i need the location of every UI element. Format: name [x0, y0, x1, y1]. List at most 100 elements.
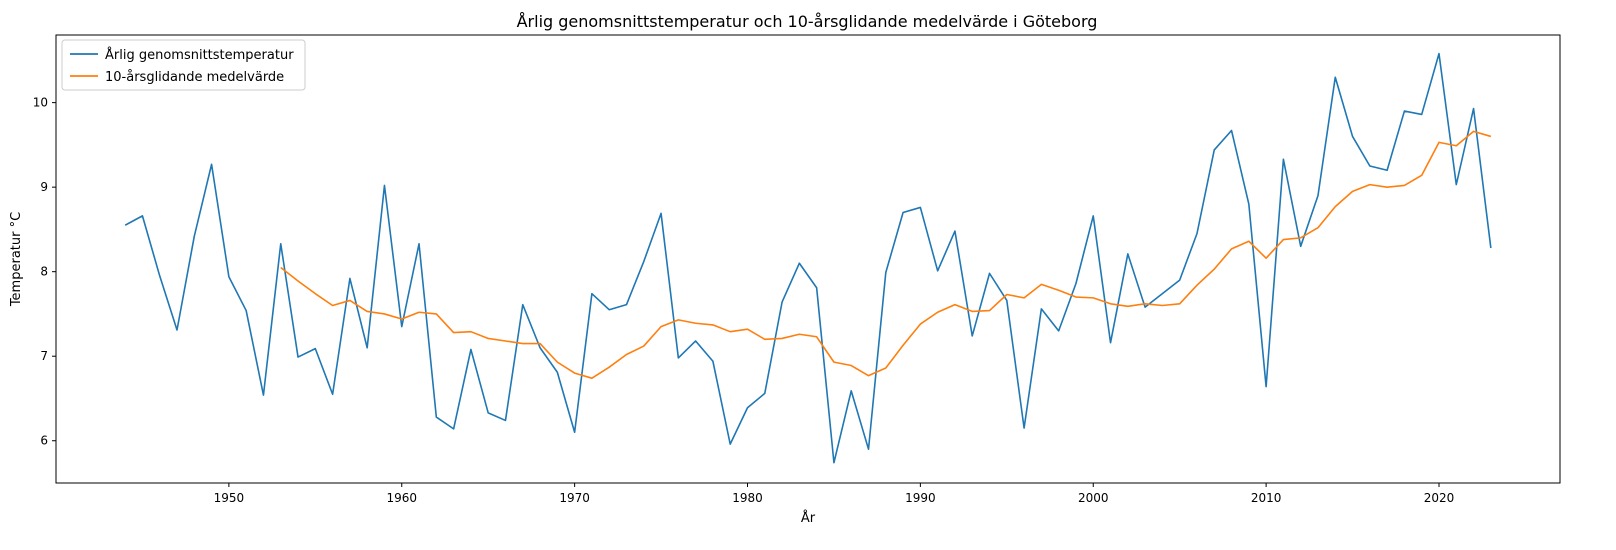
series-1-point	[1265, 386, 1267, 388]
series-1-point	[487, 412, 489, 414]
x-tick-label: 1950	[214, 491, 245, 505]
series-1-point	[453, 428, 455, 430]
series-2-point	[591, 377, 593, 379]
series-2-point	[1334, 206, 1336, 208]
series-2-point	[1231, 248, 1233, 250]
series-2-point	[384, 313, 386, 315]
series-1-point	[1058, 330, 1060, 332]
series-1-point	[1213, 149, 1215, 151]
series-1-point	[1300, 246, 1302, 248]
series-1-point	[1490, 247, 1492, 249]
series-2-point	[1213, 268, 1215, 270]
series-1-point	[1196, 233, 1198, 235]
series-1-point	[660, 213, 662, 215]
series-2-point	[868, 375, 870, 377]
series-1-point	[971, 335, 973, 337]
series-1-point	[937, 270, 939, 272]
series-2-point	[487, 338, 489, 340]
series-1-point	[1352, 136, 1354, 138]
series-2-point	[799, 333, 801, 335]
series-2-point	[453, 332, 455, 334]
series-1-point	[522, 304, 524, 306]
x-tick-label: 1980	[732, 491, 763, 505]
series-1-point	[228, 276, 230, 278]
series-2-point	[1092, 297, 1094, 299]
series-1-point	[626, 304, 628, 306]
series-1-point	[384, 185, 386, 187]
series-2-point	[315, 293, 317, 295]
series-2-point	[729, 331, 731, 333]
series-2-point	[608, 366, 610, 368]
series-2-point	[574, 372, 576, 374]
series-2-point	[1006, 294, 1008, 296]
x-tick-label: 2000	[1078, 491, 1109, 505]
series-2-point	[1455, 145, 1457, 147]
series-2-point	[833, 361, 835, 363]
series-2-point	[937, 311, 939, 313]
series-2-point	[280, 267, 282, 269]
x-tick-label: 1990	[905, 491, 936, 505]
series-1-point	[643, 261, 645, 263]
y-tick-label: 6	[40, 434, 48, 448]
series-2-point	[557, 361, 559, 363]
series-2-point	[1058, 289, 1060, 291]
series-1-point	[1283, 158, 1285, 160]
series-layer	[124, 52, 1492, 464]
series-1-point	[1110, 342, 1112, 344]
series-2-point	[1404, 185, 1406, 187]
series-2-point	[297, 280, 299, 282]
y-tick-label: 9	[40, 180, 48, 194]
series-1-point	[712, 360, 714, 362]
series-2-point	[712, 324, 714, 326]
series-2-point	[1162, 305, 1164, 307]
series-1-point	[176, 329, 178, 331]
series-1-point	[868, 448, 870, 450]
series-1-point	[1231, 130, 1233, 132]
series-1-point	[366, 347, 368, 349]
series-1-point	[349, 278, 351, 280]
x-tick-label: 2010	[1251, 491, 1282, 505]
series-1-point	[1455, 184, 1457, 186]
series-1-point	[902, 212, 904, 214]
series-2-point	[1196, 284, 1198, 286]
series-2-point	[522, 343, 524, 345]
y-tick-label: 7	[40, 349, 48, 363]
series-2-point	[1490, 136, 1492, 138]
series-1-point	[885, 272, 887, 274]
series-2-point	[850, 365, 852, 367]
series-1-point	[1421, 114, 1423, 116]
series-1-point	[764, 393, 766, 395]
series-2-point	[660, 326, 662, 328]
series-1-point	[401, 326, 403, 328]
series-1-point	[591, 293, 593, 295]
series-1-point	[297, 356, 299, 358]
series-1-point	[245, 310, 247, 312]
series-1-point	[557, 371, 559, 373]
y-axis-title: Temperatur °C	[9, 212, 24, 307]
series-1-point	[850, 390, 852, 392]
series-1-point	[436, 416, 438, 418]
series-2-point	[1473, 131, 1475, 133]
series-1-point	[816, 287, 818, 289]
x-axis-title: År	[801, 510, 816, 526]
x-tick-label: 1970	[559, 491, 590, 505]
series-1-point	[1248, 203, 1250, 205]
series-1-point	[1404, 110, 1406, 112]
series-2-point	[1438, 142, 1440, 144]
series-1-point	[1075, 283, 1077, 285]
series-1-point	[1438, 53, 1440, 55]
series-1-point	[1006, 300, 1008, 302]
series-1-point	[315, 348, 317, 350]
series-2-point	[695, 322, 697, 324]
series-2-point	[332, 305, 334, 307]
series-2-point	[1110, 303, 1112, 305]
series-1-point	[695, 340, 697, 342]
chart-title: Årlig genomsnittstemperatur och 10-årsgl…	[517, 12, 1098, 31]
series-1-point	[1092, 215, 1094, 217]
series-1-point	[1473, 108, 1475, 110]
series-1-point	[1317, 195, 1319, 197]
series-1-point	[263, 394, 265, 396]
series-2-point	[1127, 306, 1129, 308]
series-1-point	[280, 243, 282, 245]
